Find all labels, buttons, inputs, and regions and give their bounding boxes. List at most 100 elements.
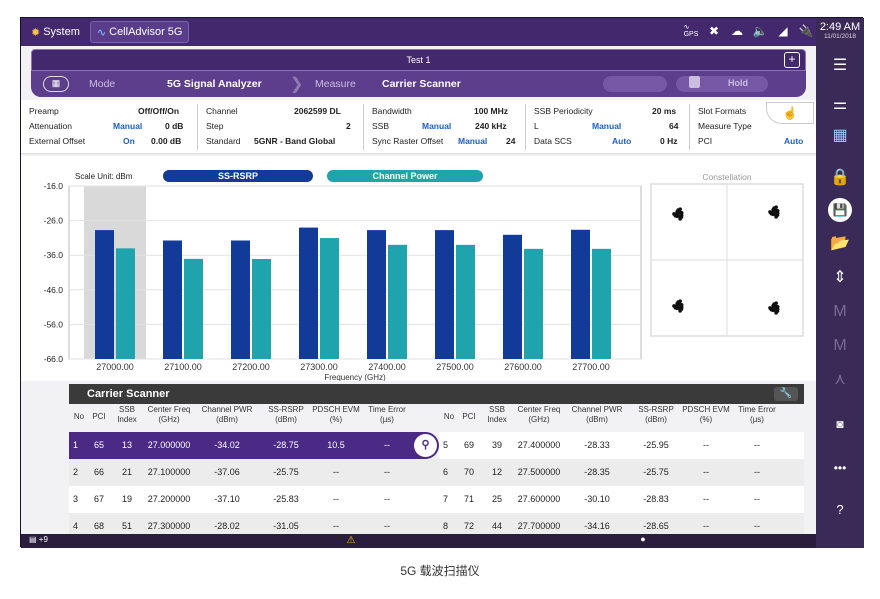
apps-grid-icon[interactable]: ▦: [43, 76, 69, 92]
table-cell: 65: [93, 440, 104, 450]
column-header: SS-RSRP (dBm): [638, 405, 674, 424]
param-group-1[interactable]: Preamp Off/Off/On Attenuation Manual 0 dB E…: [29, 106, 184, 146]
table-cell: -28.75: [273, 440, 299, 450]
menu-icon[interactable]: ☰: [832, 57, 848, 74]
column-header: Channel PWR (dBm): [571, 405, 623, 424]
table-cell: 70: [463, 467, 474, 477]
test-bar: Test 1 +: [31, 49, 806, 71]
table-row[interactable]: 2 66 21 27.100000 -37.06 -25.75 -- --: [69, 459, 439, 486]
bar-channel-power-1: [184, 258, 203, 359]
table-cell: 44: [491, 521, 502, 531]
bar-channel-power-0: [116, 248, 135, 359]
table-cell: 27.500000: [517, 467, 561, 477]
location-pin-icon[interactable]: ●: [640, 534, 646, 544]
table-cell: 5: [443, 440, 449, 450]
measure-value[interactable]: Carrier Scanner: [382, 78, 461, 90]
test-title: Test 1: [406, 55, 431, 65]
screenshot-icon[interactable]: ◙: [836, 417, 844, 431]
table-cell: 27.700000: [517, 521, 561, 531]
constellation-point: [672, 212, 676, 216]
mode-value[interactable]: 5G Signal Analyzer: [167, 78, 262, 90]
x-tick-label: 27500.00: [436, 362, 474, 372]
table-row[interactable]: 3 67 19 27.200000 -37.10 -25.83 -- --: [69, 486, 439, 513]
more-icon[interactable]: •••: [833, 461, 847, 475]
legend-ssrsrp: [163, 170, 313, 182]
zoom-search-icon[interactable]: ⚲: [414, 434, 437, 457]
table-cell: 7: [443, 494, 449, 504]
table-cell: 6: [443, 467, 449, 477]
x-axis-label: Frequency (GHz): [324, 373, 386, 381]
table-row[interactable]: 1 65 13 27.000000 -34.02 -28.75 10.5 -- ⚲: [69, 432, 439, 459]
bar-channel-power-6: [524, 248, 543, 359]
x-tick-label: 27300.00: [300, 362, 338, 372]
mode-pill-blank[interactable]: [603, 76, 667, 92]
bar-ss-rsrp-1: [163, 240, 182, 359]
left-table-header: No PCI SSB Index Center Freq (GHz) Channel PWR…: [69, 404, 439, 430]
table-cell: 27.000000: [147, 440, 191, 450]
param-group-2[interactable]: Channel 2062599 DL Step 2 Standard 5GNR - B…: [197, 104, 361, 150]
table-row[interactable]: 7 71 25 27.600000 -30.10 -28.83 -- --: [439, 486, 804, 513]
legend-channel-power: [327, 170, 483, 182]
system-tab[interactable]: ✹ System: [31, 26, 80, 39]
table-cell: --: [384, 440, 390, 450]
column-header: PDSCH EVM (%): [312, 405, 360, 424]
add-test-button[interactable]: +: [784, 52, 800, 68]
bar-chart: -16.0 -26.0 -36.0 -46.0 -56.0 -66.0 Scale Unit…: [44, 170, 804, 382]
table-cell: --: [703, 440, 709, 450]
bar-ss-rsrp-0: [95, 230, 114, 359]
split-icon[interactable]: ⇕: [833, 269, 847, 286]
layout-icon[interactable]: ▦: [832, 127, 848, 144]
constellation-point: [774, 301, 778, 305]
marker-icon[interactable]: M: [833, 303, 847, 320]
constellation-point: [768, 306, 772, 310]
constellation-point: [678, 217, 682, 221]
main-panel: Test 1 + ▦ Mode 5G Signal Analyzer ❯ Mea…: [21, 46, 816, 540]
tools-icon: ✖: [708, 24, 720, 38]
celladvisor-tab[interactable]: ∿ CellAdvisor 5G: [89, 21, 190, 43]
constellation-point: [774, 311, 778, 315]
scale-unit-label: Scale Unit: dBm: [75, 172, 133, 181]
measure-label: Measure: [315, 78, 356, 90]
column-header: PCI: [462, 412, 476, 421]
warning-icon[interactable]: ⚠: [346, 535, 356, 546]
mode-bar: ▦ Mode 5G Signal Analyzer ❯ Measure Carr…: [31, 71, 806, 97]
table-cell: 12: [491, 467, 502, 477]
table-cell: --: [754, 521, 760, 531]
marker-list-icon[interactable]: M: [833, 337, 847, 354]
param-group-4[interactable]: SSB Periodicity 20 ms L Manual 64 Data SCS A…: [525, 104, 685, 150]
table-row[interactable]: 6 70 12 27.500000 -28.35 -25.75 -- --: [439, 459, 804, 486]
param-group-5[interactable]: Slot Formats Measure Type PCI Auto: [689, 104, 814, 150]
chevron-right-icon: ❯: [290, 76, 304, 93]
param-group-3[interactable]: Bandwidth 100 MHz SSB Manual 240 kHz Sync R…: [363, 104, 521, 150]
cloud-icon: ☁: [731, 24, 743, 38]
table-cell: 69: [463, 440, 474, 450]
column-header: PCI: [92, 412, 106, 421]
bar-ss-rsrp-6: [503, 234, 522, 359]
hand-touch-icon[interactable]: ☝: [766, 102, 814, 124]
peak-icon[interactable]: ⋏: [834, 371, 846, 388]
column-header: No: [73, 412, 85, 421]
instrument-frame: ✹ System ∿ CellAdvisor 5G ∿ GPS ✖ ☁ 🔈 ◢ 🔌 2…: [20, 17, 864, 548]
settings-sliders-icon[interactable]: ⚌: [832, 96, 848, 113]
constellation-point: [678, 299, 682, 303]
table-row[interactable]: 5 69 39 27.400000 -28.33 -25.95 -- --: [439, 432, 804, 459]
help-icon[interactable]: ?: [836, 502, 844, 517]
gear-icon: ✹: [31, 26, 41, 39]
constellation-point: [679, 210, 684, 215]
column-header: Center Freq (GHz): [147, 405, 191, 424]
bar-ss-rsrp-7: [571, 229, 590, 359]
table-cell: 1: [73, 440, 79, 450]
table-cell: 21: [121, 467, 132, 477]
bar-ss-rsrp-4: [367, 230, 386, 359]
y-tick-label: -26.0: [44, 216, 64, 226]
table-cell: 10.5: [327, 440, 345, 450]
notification-badge[interactable]: ▤ +9: [29, 535, 48, 544]
save-icon[interactable]: 💾: [828, 198, 852, 222]
folder-icon[interactable]: 📂: [830, 235, 850, 252]
clock: 2:49 AM 11/01/2018: [816, 18, 864, 46]
wrench-icon[interactable]: 🔧: [774, 387, 798, 401]
lock-icon[interactable]: 🔒: [830, 169, 850, 186]
table-cell: --: [703, 494, 709, 504]
table-cell: -30.10: [584, 494, 610, 504]
table-cell: 19: [121, 494, 132, 504]
